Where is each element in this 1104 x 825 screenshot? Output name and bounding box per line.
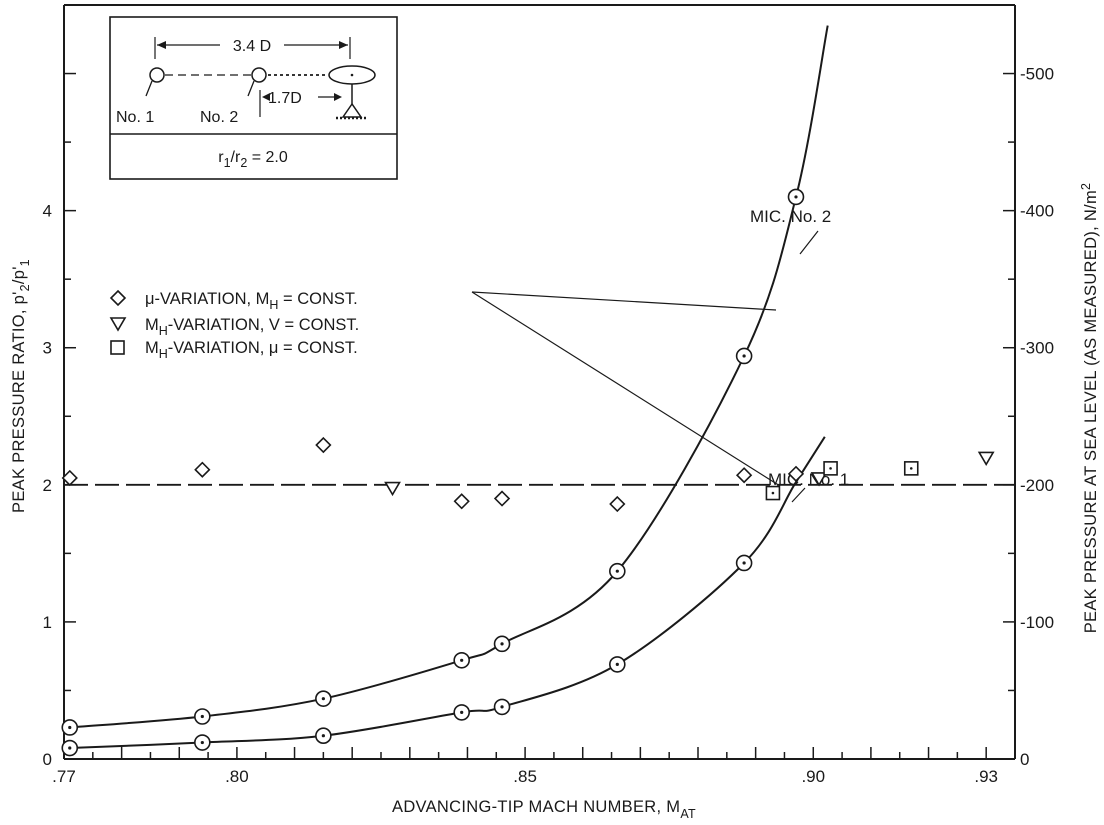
rotor-hub-dot (350, 73, 354, 77)
y-right-tick-label: -100 (1020, 613, 1054, 632)
microphone-2-stand (247, 80, 255, 97)
x-tick-label: .90 (801, 767, 825, 786)
legend-label-triangle: MH-VARIATION, V = CONST. (145, 316, 359, 338)
microphone-2-label: No. 2 (200, 109, 238, 126)
circle-marker-dot (68, 746, 72, 750)
square-marker-dot (909, 467, 913, 470)
circle-marker-dot (460, 658, 464, 662)
dimension-arrow-right (339, 41, 348, 49)
triangle-marker (977, 451, 995, 466)
y-axis-title-right: PEAK PRESSURE AT SEA LEVEL (AS MEASURED)… (1079, 183, 1100, 634)
legend-item-triangle: MH-VARIATION, V = CONST. (109, 316, 359, 338)
x-axis-title: ADVANCING-TIP MACH NUMBER, MAT (392, 798, 696, 821)
triangle-marker (810, 472, 828, 487)
circle-marker-dot (321, 697, 325, 701)
legend-label-diamond: μ-VARIATION, MH = CONST. (145, 290, 358, 312)
ticks (63, 72, 1016, 760)
square-marker-dot (771, 491, 775, 495)
radius-ratio-label: r1/r2 = 2.0 (218, 149, 288, 170)
y-right-tick-label: -400 (1020, 202, 1054, 221)
legend-square-marker (110, 340, 125, 355)
dimension-short-arrow-left (262, 93, 270, 101)
inset-box (109, 16, 398, 180)
y-right-tick-label: 0 (1020, 750, 1029, 769)
circle-marker-dot (500, 705, 504, 709)
tick-labels: .77 .80 .85 .90 .93 0 1 2 3 4 0 -100 -200 -300 -400 -50… (43, 65, 1055, 786)
y-right-tick-label: -500 (1020, 65, 1054, 84)
annotation-pointer-mic1 (791, 487, 806, 503)
circle-marker-dot (615, 662, 619, 667)
circle-marker-dot (615, 569, 619, 573)
legend-triangle-marker (109, 317, 127, 332)
triangle-marker (384, 481, 401, 497)
legend-item-square: MH-VARIATION, μ = CONST. (110, 339, 358, 361)
diamond-marker (453, 493, 470, 510)
y-right-tick-label: -300 (1020, 339, 1054, 358)
plot-frame (63, 4, 1016, 760)
circle-marker-dot (321, 734, 325, 738)
diamond-marker (787, 465, 805, 482)
y-axis-title-left: PEAK PRESSURE RATIO, p'2/p'1 (10, 259, 32, 513)
y-right-tick-label: -200 (1020, 476, 1054, 495)
circle-marker-dot (500, 642, 504, 646)
microphone-1-icon (149, 67, 165, 83)
diamond-marker (194, 461, 211, 478)
x-tick-label: .93 (974, 767, 998, 786)
curve-mic-no-1 (69, 436, 826, 749)
microphone-2-icon (251, 67, 267, 83)
microphone-1-stand (145, 80, 153, 97)
circle-marker-dot (742, 354, 746, 358)
y-left-tick-label: 2 (43, 476, 52, 495)
square-marker-dot (829, 467, 832, 470)
data-markers (61, 188, 995, 757)
circle-marker-dot (794, 195, 798, 199)
legend-diamond-marker (109, 289, 127, 307)
y-left-tick-label: 0 (43, 750, 52, 769)
circle-marker-dot (200, 740, 204, 745)
circle-marker-dot (68, 725, 72, 730)
curve-mic-no-2 (69, 25, 829, 729)
legend-item-diamond: μ-VARIATION, MH = CONST. (109, 289, 358, 312)
inset-diagram: 3.4 D 1.7D No. 1 No. 2 r1/r2 = 2.0 (109, 16, 398, 180)
legend-label-square: MH-VARIATION, μ = CONST. (145, 339, 358, 361)
dimension-long-label: 3.4 D (233, 38, 271, 55)
diamond-marker (315, 436, 332, 454)
y-left-tick-label: 3 (43, 339, 52, 358)
annotation-pointer-mic2 (799, 230, 819, 255)
x-tick-label: .77 (52, 767, 76, 786)
y-left-tick-label: 4 (43, 202, 52, 221)
circle-marker-dot (742, 561, 746, 565)
diamond-marker (735, 467, 753, 484)
y-left-tick-label: 1 (43, 613, 52, 632)
microphone-1-label: No. 1 (116, 109, 154, 126)
diamond-marker (493, 490, 511, 507)
x-tick-label: .85 (513, 767, 537, 786)
dimension-arrow-left (157, 41, 166, 49)
circle-marker-dot (460, 710, 464, 714)
annotation-mic-no-2: MIC. No. 2 (750, 207, 831, 226)
x-tick-label: .80 (225, 767, 249, 786)
diamond-marker (61, 469, 78, 487)
dimension-short-label: 1.7D (268, 90, 302, 107)
leader-line-to-mic2 (471, 291, 777, 311)
circle-marker-dot (200, 714, 204, 719)
diamond-marker (609, 495, 626, 513)
leader-line-to-mic1 (471, 291, 781, 487)
legend: μ-VARIATION, MH = CONST. MH-VARIATION, V… (109, 289, 359, 361)
